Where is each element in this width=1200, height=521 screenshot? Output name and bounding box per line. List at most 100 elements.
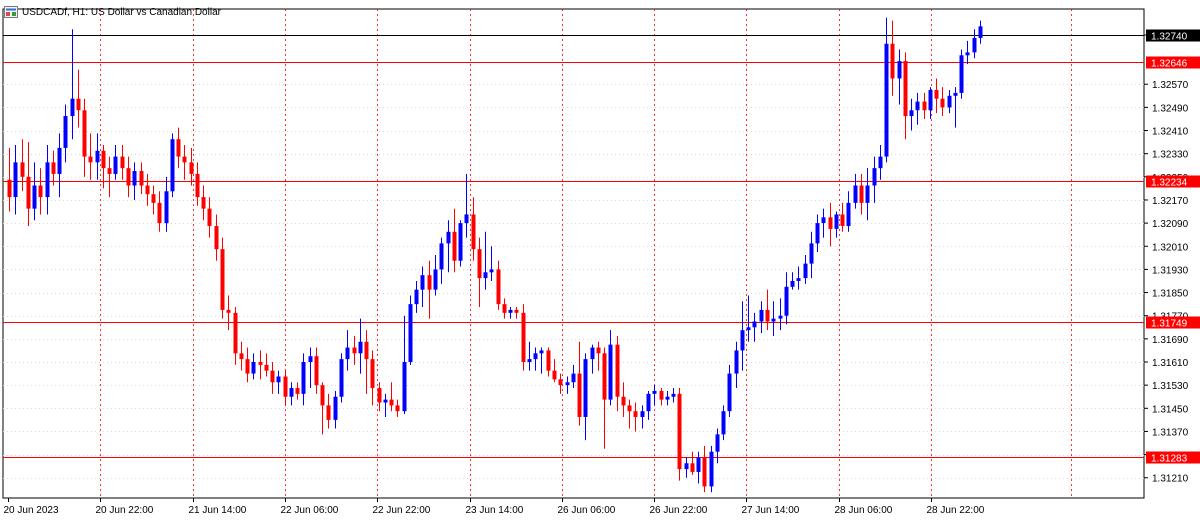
candle-body	[815, 223, 820, 244]
candle-body	[514, 309, 519, 313]
candle-body	[590, 347, 595, 360]
level-price-box	[1146, 316, 1200, 329]
candle-body	[496, 269, 501, 305]
y-tick-label: 1.31850	[1152, 289, 1189, 300]
candle-body	[884, 43, 889, 157]
candle-body	[95, 150, 100, 163]
y-tick-label: 1.31210	[1152, 474, 1189, 485]
candle-body	[370, 359, 375, 389]
candle-body	[872, 168, 877, 186]
candle-body	[702, 457, 707, 487]
candle-body	[565, 382, 570, 386]
candle-body	[352, 347, 357, 354]
candle-body	[608, 344, 613, 400]
y-tick-label: 1.31610	[1152, 358, 1189, 369]
candle-body	[646, 393, 651, 412]
candle-body	[865, 185, 870, 203]
candle-body	[771, 318, 776, 322]
candle-body	[721, 411, 726, 435]
candle-body	[615, 344, 620, 397]
x-tick-label: 28 Jun 06:00	[835, 505, 893, 516]
candle-body	[301, 362, 306, 394]
chart-window-icon	[4, 6, 18, 18]
candle-body	[915, 101, 920, 111]
candle-body	[402, 362, 407, 412]
candle-body	[164, 191, 169, 224]
candle-body	[220, 249, 225, 310]
candle-body	[859, 185, 864, 203]
candle-body	[677, 393, 682, 470]
level-price-label: 1.32234	[1151, 178, 1188, 189]
candle-body	[752, 321, 757, 328]
level-price-box	[1146, 451, 1200, 464]
candle-body	[264, 364, 269, 371]
candle-body	[959, 55, 964, 93]
candle-body	[539, 350, 544, 354]
candle-body	[176, 139, 181, 157]
candle-body	[439, 243, 444, 270]
candle-body	[853, 185, 858, 203]
candle-body	[934, 90, 939, 99]
current-price-box	[1146, 29, 1200, 42]
candle-body	[521, 312, 526, 363]
candle-body	[953, 92, 958, 96]
candle-body	[489, 269, 494, 273]
candle-body	[126, 168, 131, 186]
candle-body	[803, 263, 808, 279]
candle-body	[577, 373, 582, 417]
current-price-label: 1.32740	[1151, 32, 1188, 43]
candle-body	[420, 275, 425, 290]
candle-body	[940, 98, 945, 108]
candle-body	[922, 101, 927, 111]
candle-body	[740, 330, 745, 351]
candle-body	[809, 243, 814, 264]
level-price-box	[1146, 56, 1200, 69]
level-price-label: 1.32646	[1151, 59, 1188, 70]
candle-body	[784, 286, 789, 316]
candle-body	[226, 309, 231, 313]
candle-body	[170, 139, 175, 192]
candle-body	[652, 390, 657, 394]
y-tick-label: 1.32570	[1152, 80, 1189, 91]
candle-body	[846, 202, 851, 227]
candle-body	[320, 385, 325, 406]
candle-body	[452, 231, 457, 261]
candle-body	[659, 390, 664, 400]
candle-body	[972, 37, 977, 53]
candle-body	[326, 405, 331, 420]
candle-body	[947, 95, 952, 108]
level-price-label: 1.31749	[1151, 319, 1188, 330]
x-tick-label: 20 Jun 2023	[4, 505, 59, 516]
candle-body	[558, 379, 563, 386]
candle-body	[596, 347, 601, 354]
candle-body	[414, 289, 419, 305]
candle-body	[189, 162, 194, 174]
candle-body	[903, 61, 908, 117]
candle-body	[746, 327, 751, 331]
candle-body	[38, 185, 43, 198]
candle-body	[552, 370, 557, 380]
candle-body	[45, 162, 50, 198]
y-tick-label: 1.31450	[1152, 404, 1189, 415]
candle-body	[928, 90, 933, 111]
y-tick-label: 1.31370	[1152, 427, 1189, 438]
candle-body	[201, 197, 206, 209]
candle-body	[583, 359, 588, 417]
candle-body	[51, 162, 56, 174]
level-price-label: 1.31283	[1151, 454, 1188, 465]
y-tick-label: 1.31530	[1152, 381, 1189, 392]
candle-body	[621, 396, 626, 406]
candle-body	[151, 194, 156, 203]
candle-body	[978, 26, 983, 38]
candle-body	[70, 98, 75, 117]
chart-title-bar: USDCADf, H1: US Dollar vs Canadian Dolla…	[4, 4, 221, 20]
candle-body	[283, 376, 288, 397]
candle-body	[684, 463, 689, 470]
candle-body	[383, 399, 388, 403]
y-tick-label: 1.32170	[1152, 196, 1189, 207]
chart-title: USDCADf, H1: US Dollar vs Canadian Dolla…	[22, 6, 221, 18]
y-tick-label: 1.32490	[1152, 103, 1189, 114]
x-tick-label: 26 Jun 06:00	[558, 505, 616, 516]
